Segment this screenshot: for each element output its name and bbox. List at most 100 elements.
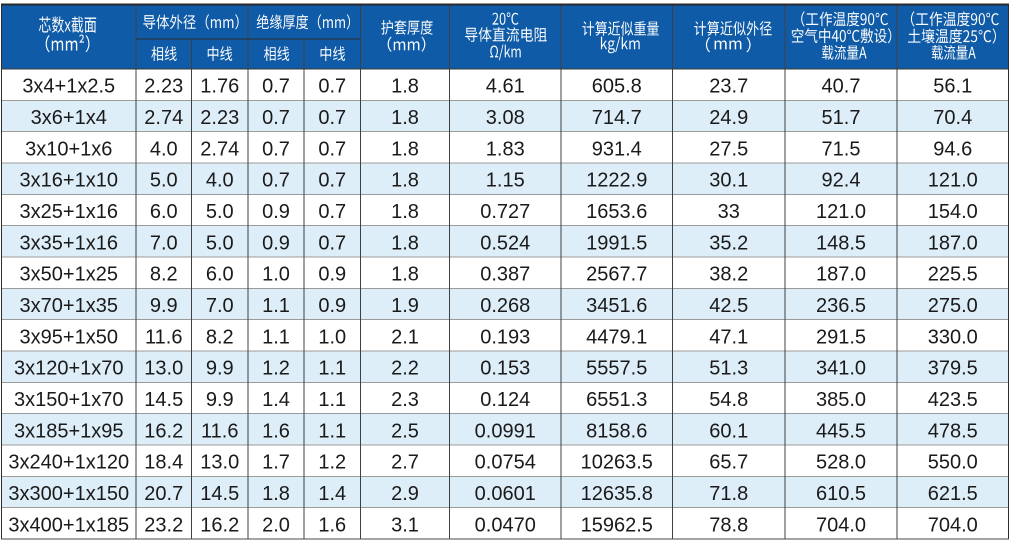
svg-text:341.0: 341.0 <box>816 358 866 380</box>
svg-text:1.1: 1.1 <box>318 389 346 411</box>
svg-text:0.7: 0.7 <box>318 107 346 129</box>
svg-text:379.5: 379.5 <box>928 358 978 380</box>
svg-text:3x70+1x35: 3x70+1x35 <box>20 295 118 317</box>
svg-text:1.83: 1.83 <box>486 138 525 160</box>
svg-text:8.2: 8.2 <box>206 326 234 348</box>
svg-text:2.23: 2.23 <box>200 107 239 129</box>
svg-text:330.0: 330.0 <box>928 326 978 348</box>
svg-text:931.4: 931.4 <box>592 138 642 160</box>
svg-text:225.5: 225.5 <box>928 264 978 286</box>
svg-text:3x240+1x120: 3x240+1x120 <box>8 452 129 474</box>
svg-text:6551.3: 6551.3 <box>586 389 647 411</box>
svg-text:0.7: 0.7 <box>318 138 346 160</box>
svg-text:0.9: 0.9 <box>262 201 290 223</box>
svg-text:704.0: 704.0 <box>816 514 866 536</box>
svg-text:8.2: 8.2 <box>150 264 178 286</box>
svg-text:714.7: 714.7 <box>592 107 642 129</box>
svg-text:14.5: 14.5 <box>200 483 239 505</box>
svg-text:148.5: 148.5 <box>816 232 866 254</box>
svg-text:0.7: 0.7 <box>318 170 346 192</box>
svg-text:1.4: 1.4 <box>318 483 346 505</box>
svg-text:5557.5: 5557.5 <box>586 358 647 380</box>
svg-text:2.74: 2.74 <box>200 138 239 160</box>
svg-text:605.8: 605.8 <box>592 76 642 98</box>
svg-text:1.1: 1.1 <box>318 420 346 442</box>
svg-text:12635.8: 12635.8 <box>581 483 653 505</box>
svg-text:187.0: 187.0 <box>928 232 978 254</box>
svg-text:0.7: 0.7 <box>262 76 290 98</box>
svg-text:704.0: 704.0 <box>928 514 978 536</box>
svg-text:1.7: 1.7 <box>262 452 290 474</box>
svg-text:3x10+1x6: 3x10+1x6 <box>25 138 112 160</box>
svg-text:528.0: 528.0 <box>816 452 866 474</box>
svg-text:1.8: 1.8 <box>391 201 419 223</box>
svg-text:187.0: 187.0 <box>816 264 866 286</box>
svg-text:11.6: 11.6 <box>201 420 238 442</box>
svg-text:38.2: 38.2 <box>709 264 748 286</box>
svg-text:0.9: 0.9 <box>262 232 290 254</box>
svg-text:1.1: 1.1 <box>318 358 346 380</box>
svg-text:0.9: 0.9 <box>318 295 346 317</box>
svg-text:18.4: 18.4 <box>144 452 183 474</box>
svg-text:20.7: 20.7 <box>144 483 183 505</box>
svg-text:1.8: 1.8 <box>391 107 419 129</box>
svg-text:2567.7: 2567.7 <box>586 264 647 286</box>
svg-text:24.9: 24.9 <box>709 107 748 129</box>
svg-text:5.0: 5.0 <box>206 232 234 254</box>
svg-text:1.4: 1.4 <box>262 389 290 411</box>
svg-text:3x120+1x70: 3x120+1x70 <box>14 358 124 380</box>
svg-text:291.5: 291.5 <box>816 326 866 348</box>
svg-text:1.8: 1.8 <box>391 76 419 98</box>
svg-text:3.1: 3.1 <box>391 514 419 536</box>
svg-text:0.7: 0.7 <box>262 170 290 192</box>
svg-text:1.2: 1.2 <box>318 452 346 474</box>
svg-text:40.7: 40.7 <box>822 76 861 98</box>
svg-text:4479.1: 4479.1 <box>586 326 647 348</box>
svg-text:78.8: 78.8 <box>709 514 748 536</box>
svg-text:16.2: 16.2 <box>144 420 183 442</box>
svg-text:0.153: 0.153 <box>480 358 530 380</box>
svg-text:3x300+1x150: 3x300+1x150 <box>8 483 129 505</box>
svg-text:23.7: 23.7 <box>709 76 748 98</box>
svg-text:610.5: 610.5 <box>816 483 866 505</box>
svg-text:9.9: 9.9 <box>150 295 178 317</box>
svg-text:71.8: 71.8 <box>709 483 748 505</box>
svg-text:10263.5: 10263.5 <box>581 452 653 474</box>
svg-text:33: 33 <box>718 201 740 223</box>
svg-text:1.0: 1.0 <box>262 264 290 286</box>
svg-text:51.3: 51.3 <box>709 358 748 380</box>
svg-text:2.9: 2.9 <box>391 483 419 505</box>
svg-text:3451.6: 3451.6 <box>586 295 647 317</box>
svg-text:423.5: 423.5 <box>928 389 978 411</box>
svg-text:1.2: 1.2 <box>262 358 290 380</box>
svg-text:14.5: 14.5 <box>144 389 183 411</box>
svg-text:23.2: 23.2 <box>144 514 183 536</box>
svg-text:0.7: 0.7 <box>262 107 290 129</box>
svg-text:0.7: 0.7 <box>262 138 290 160</box>
svg-text:92.4: 92.4 <box>822 170 861 192</box>
svg-text:121.0: 121.0 <box>816 201 866 223</box>
svg-text:3x150+1x70: 3x150+1x70 <box>14 389 124 411</box>
svg-text:9.9: 9.9 <box>206 389 234 411</box>
svg-text:0.0991: 0.0991 <box>475 420 536 442</box>
svg-text:2.23: 2.23 <box>144 76 183 98</box>
svg-text:6.0: 6.0 <box>150 201 178 223</box>
svg-text:121.0: 121.0 <box>928 170 978 192</box>
svg-text:60.1: 60.1 <box>709 420 748 442</box>
svg-text:47.1: 47.1 <box>709 326 748 348</box>
svg-text:4.0: 4.0 <box>150 138 178 160</box>
svg-text:0.268: 0.268 <box>480 295 530 317</box>
svg-text:1.8: 1.8 <box>391 232 419 254</box>
svg-text:1653.6: 1653.6 <box>586 201 647 223</box>
svg-text:30.1: 30.1 <box>709 170 748 192</box>
svg-text:1.8: 1.8 <box>262 483 290 505</box>
svg-text:16.2: 16.2 <box>200 514 239 536</box>
svg-text:15962.5: 15962.5 <box>581 514 653 536</box>
svg-text:94.6: 94.6 <box>933 138 972 160</box>
svg-text:27.5: 27.5 <box>709 138 748 160</box>
svg-text:5.0: 5.0 <box>206 201 234 223</box>
svg-text:4.61: 4.61 <box>486 76 525 98</box>
svg-text:71.5: 71.5 <box>822 138 861 160</box>
svg-text:1222.9: 1222.9 <box>586 170 647 192</box>
svg-text:1.0: 1.0 <box>318 326 346 348</box>
